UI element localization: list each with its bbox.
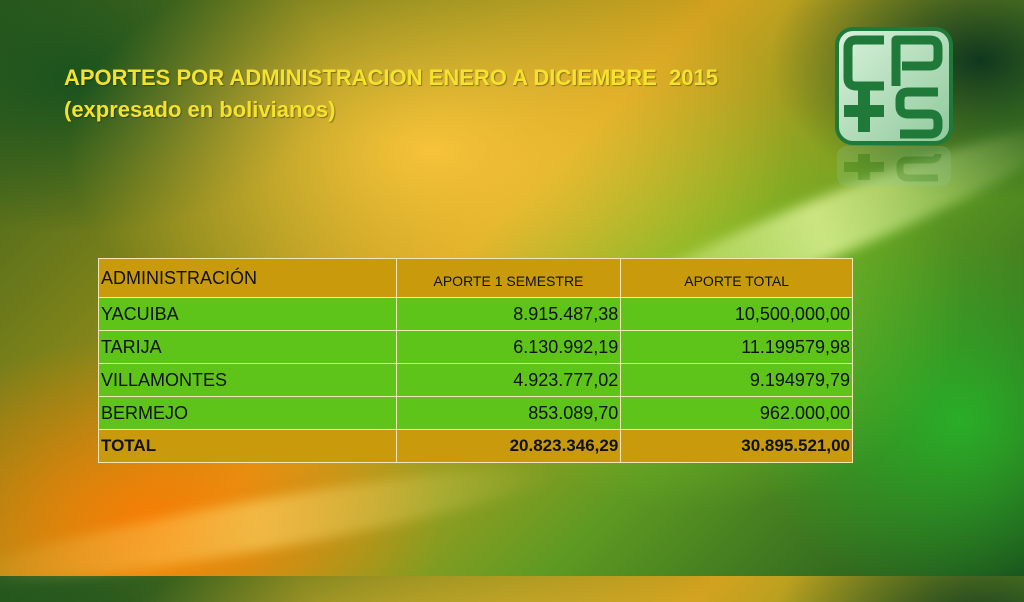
row-total: 962.000,00 xyxy=(620,396,853,430)
table-total-row: TOTAL 20.823.346,29 30.895.521,00 xyxy=(98,429,853,463)
table-row: VILLAMONTES 4.923.777,02 9.194979,79 xyxy=(98,363,853,397)
row-name: BERMEJO xyxy=(98,396,397,430)
row-semester: 6.130.992,19 xyxy=(395,330,622,364)
table-row: BERMEJO 853.089,70 962.000,00 xyxy=(98,396,853,430)
row-name: VILLAMONTES xyxy=(98,363,397,397)
row-semester: 8.915.487,38 xyxy=(395,297,622,331)
title-line-2: (expresado en bolivianos) xyxy=(64,97,336,122)
total-total: 30.895.521,00 xyxy=(620,429,853,463)
row-semester: 853.089,70 xyxy=(395,396,622,430)
row-semester: 4.923.777,02 xyxy=(395,363,622,397)
light-streak xyxy=(0,448,560,602)
title-line-1: APORTES POR ADMINISTRACION ENERO A DICIE… xyxy=(64,65,718,90)
header-aporte-total: APORTE TOTAL xyxy=(620,258,853,298)
row-total: 11.199579,98 xyxy=(620,330,853,364)
row-total: 9.194979,79 xyxy=(620,363,853,397)
slide-title: APORTES POR ADMINISTRACION ENERO A DICIE… xyxy=(64,62,824,126)
row-name: YACUIBA xyxy=(98,297,397,331)
cps-logo xyxy=(835,27,953,186)
table-row: YACUIBA 8.915.487,38 10,500,000,00 xyxy=(98,297,853,331)
table-header-row: ADMINISTRACIÓN APORTE 1 SEMESTRE APORTE … xyxy=(98,258,853,298)
total-label: TOTAL xyxy=(98,429,397,463)
row-total: 10,500,000,00 xyxy=(620,297,853,331)
contributions-table: ADMINISTRACIÓN APORTE 1 SEMESTRE APORTE … xyxy=(98,258,853,463)
header-administracion: ADMINISTRACIÓN xyxy=(98,258,397,298)
table-row: TARIJA 6.130.992,19 11.199579,98 xyxy=(98,330,853,364)
row-name: TARIJA xyxy=(98,330,397,364)
header-aporte-semestre: APORTE 1 SEMESTRE xyxy=(395,258,622,298)
total-semester: 20.823.346,29 xyxy=(395,429,622,463)
